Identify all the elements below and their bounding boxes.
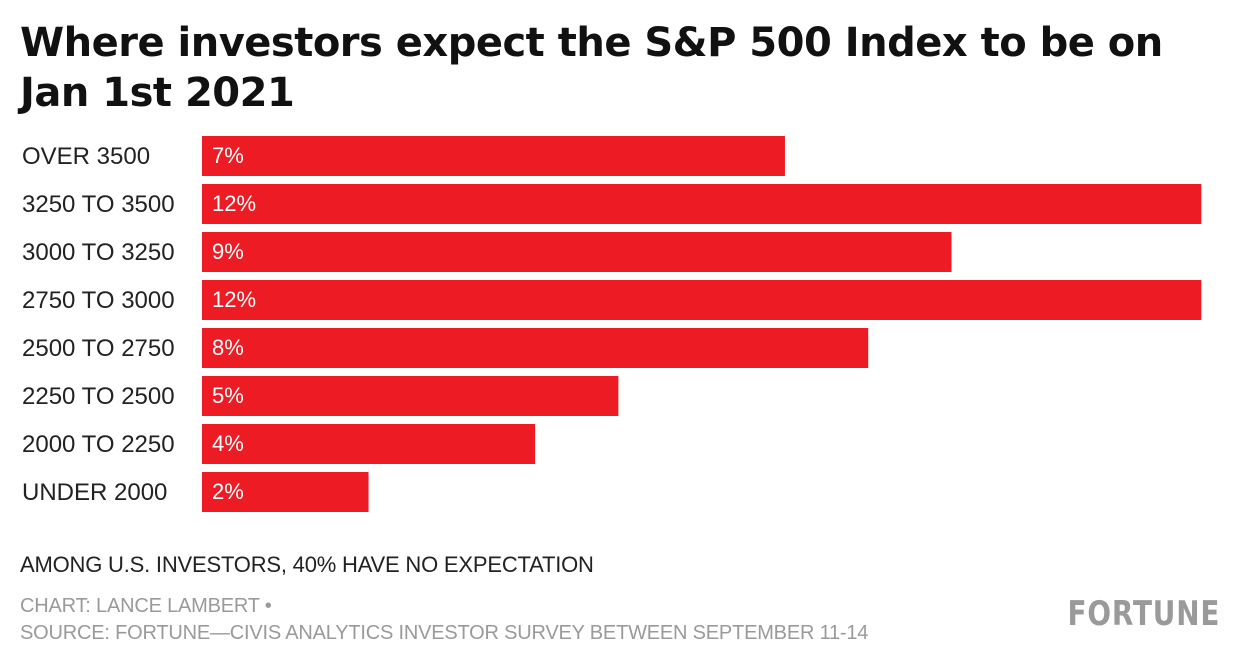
bar [202,328,869,368]
value-label: 9% [212,239,244,264]
category-label: 2250 TO 2500 [22,383,175,410]
chart-title: Where investors expect the S&P 500 Index… [20,20,1163,116]
category-label: 3250 TO 3500 [22,191,175,218]
chart-source: SOURCE: FORTUNE—CIVIS ANALYTICS INVESTOR… [20,622,869,644]
bar [202,232,952,272]
value-label: 12% [212,287,256,312]
bar [202,376,619,416]
bar [202,136,785,176]
category-label: 2500 TO 2750 [22,335,175,362]
value-label: 2% [212,479,244,504]
category-label: 2000 TO 2250 [22,431,175,458]
value-label: 4% [212,431,244,456]
value-label: 12% [212,191,256,216]
value-label: 5% [212,383,244,408]
value-label: 8% [212,335,244,360]
bar [202,280,1202,320]
bar [202,424,536,464]
bar-chart: OVER 3500 7% 3250 TO 3500 12% 3000 TO 3250 9%… [22,136,1202,512]
category-label: 2750 TO 3000 [22,287,175,314]
category-label: OVER 3500 [22,143,150,170]
bar [202,472,369,512]
fortune-logo: FORTUNE [1067,594,1220,634]
value-label: 7% [212,143,244,168]
bar [202,184,1202,224]
category-label: UNDER 2000 [22,479,167,506]
category-label: 3000 TO 3250 [22,239,175,266]
chart-credit: CHART: LANCE LAMBERT • [20,595,272,617]
chart-note: AMONG U.S. INVESTORS, 40% HAVE NO EXPECT… [20,552,594,577]
